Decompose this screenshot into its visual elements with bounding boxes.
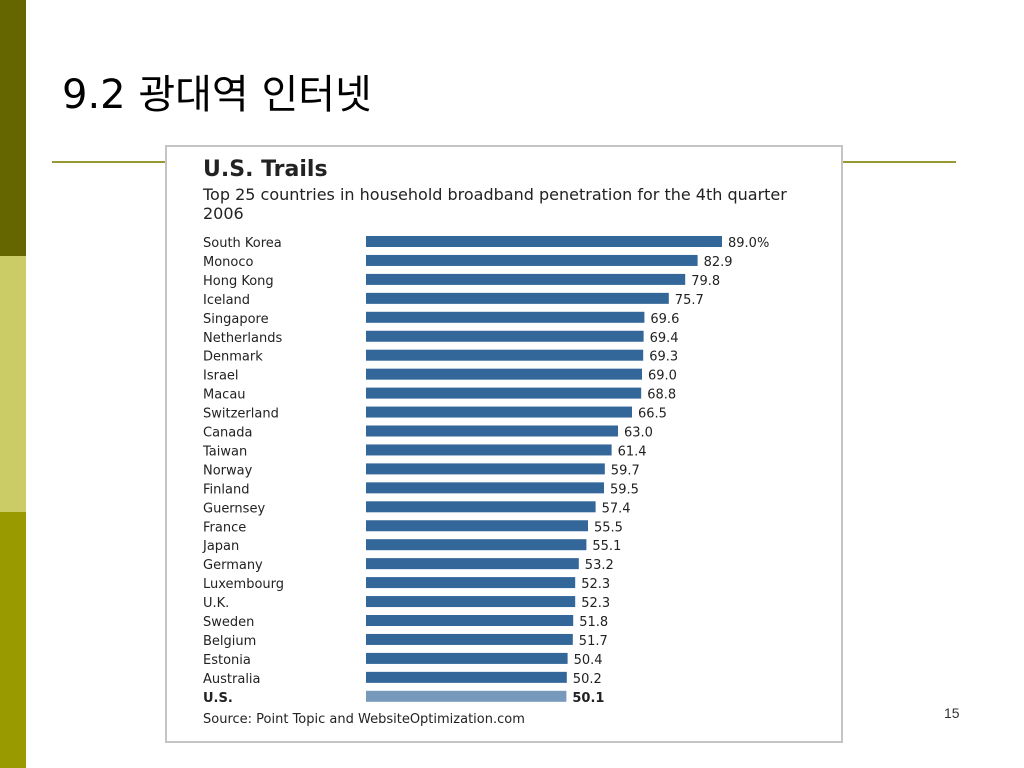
bar — [366, 520, 588, 532]
value-label: 51.7 — [579, 634, 608, 649]
category-label: France — [203, 520, 246, 535]
bar — [366, 652, 568, 664]
value-label: 75.7 — [675, 293, 704, 308]
bar — [366, 671, 567, 683]
value-label: 69.3 — [649, 350, 678, 365]
category-label: Taiwan — [202, 444, 247, 459]
value-label: 69.6 — [650, 312, 679, 327]
bar — [366, 615, 574, 626]
slide-title: 9.2 광대역 인터넷 — [62, 72, 372, 118]
value-label: 57.4 — [602, 501, 631, 516]
bar — [366, 558, 579, 570]
value-label: 55.5 — [594, 520, 623, 535]
value-label: 50.1 — [572, 691, 604, 706]
category-label: Finland — [203, 482, 249, 497]
value-label: 59.7 — [611, 463, 640, 478]
category-label: South Korea — [203, 236, 282, 251]
category-label: Iceland — [203, 293, 250, 308]
bar — [366, 311, 645, 323]
sidebar-stripe-top — [0, 0, 26, 256]
category-label: Denmark — [203, 350, 263, 365]
value-label: 51.8 — [579, 615, 608, 630]
value-label: 53.2 — [585, 558, 614, 573]
category-label: U.K. — [203, 596, 229, 611]
bar — [366, 539, 587, 551]
category-label: Germany — [203, 558, 263, 573]
value-label: 66.5 — [638, 407, 667, 422]
category-label: Luxembourg — [203, 577, 284, 592]
value-label: 52.3 — [581, 596, 610, 611]
chart-source: Source: Point Topic and WebsiteOptimizat… — [203, 712, 525, 727]
category-label: Estonia — [203, 653, 251, 668]
category-label: Japan — [202, 539, 239, 554]
category-label: Singapore — [203, 312, 269, 327]
bar — [366, 596, 576, 608]
category-label: Canada — [203, 426, 252, 441]
value-label: 59.5 — [610, 482, 639, 497]
category-label: Netherlands — [203, 331, 282, 346]
bar — [366, 368, 642, 380]
bar — [366, 690, 567, 702]
value-label: 79.8 — [691, 274, 720, 289]
value-label: 52.3 — [581, 577, 610, 592]
value-label: 50.4 — [574, 653, 603, 668]
bar — [366, 463, 605, 475]
bar-chart: South Korea 89.0% Monoco 82.9 Hong Kong 79.8 I… — [202, 236, 769, 706]
bar — [366, 292, 669, 304]
bar — [366, 501, 596, 513]
category-label: Hong Kong — [203, 274, 274, 289]
bar — [366, 236, 722, 247]
sidebar-stripe-middle — [0, 256, 26, 512]
bar — [366, 633, 573, 645]
value-label: 50.2 — [573, 672, 602, 687]
bar — [366, 349, 644, 361]
category-label: Sweden — [203, 615, 254, 630]
title-rule-right — [842, 161, 956, 163]
bar — [366, 330, 644, 342]
category-label: Israel — [203, 369, 239, 384]
chart-title: U.S. Trails — [203, 157, 328, 182]
bar — [366, 577, 576, 589]
bar — [366, 444, 612, 456]
category-label: Norway — [203, 463, 253, 478]
bar — [366, 387, 642, 399]
category-label: Guernsey — [203, 501, 265, 516]
title-rule-left — [52, 161, 167, 163]
value-label: 69.4 — [650, 331, 679, 346]
page-number: 15 — [944, 705, 960, 721]
value-label: 68.8 — [647, 388, 676, 403]
sidebar-stripe-bottom — [0, 512, 26, 768]
bar — [366, 425, 618, 437]
chart-subtitle: Top 25 countries in household broadband … — [203, 185, 787, 223]
category-label: Switzerland — [203, 407, 279, 422]
value-label: 55.1 — [592, 539, 621, 554]
category-label: Australia — [203, 672, 261, 687]
value-label: 63.0 — [624, 426, 653, 441]
bar — [366, 482, 604, 494]
bar — [366, 254, 698, 266]
category-label: Macau — [203, 388, 246, 403]
bar — [366, 273, 686, 285]
value-label: 89.0% — [728, 236, 769, 251]
value-label: 69.0 — [648, 369, 677, 384]
category-label: U.S. — [203, 691, 233, 706]
value-label: 82.9 — [704, 255, 733, 270]
value-label: 61.4 — [618, 444, 647, 459]
chart-figure: U.S. Trails Top 25 countries in househol… — [165, 145, 843, 743]
category-label: Belgium — [203, 634, 256, 649]
bar — [366, 406, 632, 418]
category-label: Monoco — [203, 255, 254, 270]
